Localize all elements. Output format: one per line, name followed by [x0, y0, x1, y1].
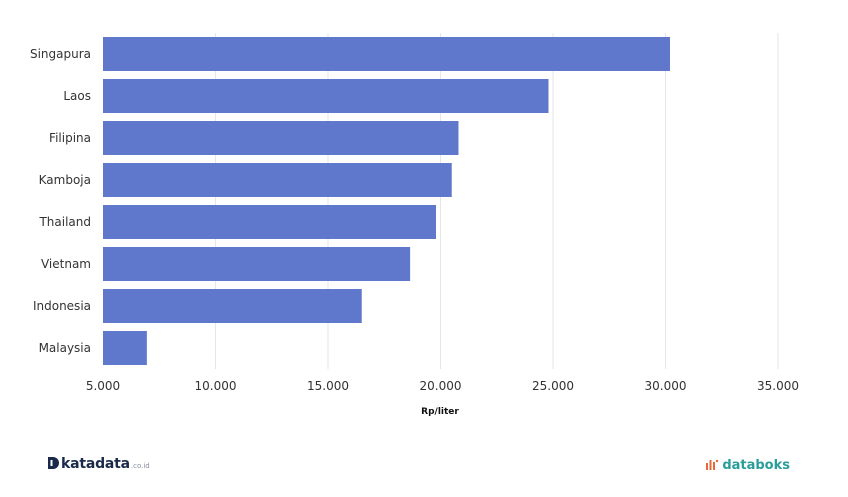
databoks-wordmark: databoks — [722, 457, 790, 473]
x-tick-label: 35.000 — [757, 379, 799, 393]
bar-vietnam — [103, 247, 411, 281]
x-tick-label: 15.000 — [307, 379, 349, 393]
category-label-thailand: Thailand — [38, 215, 91, 229]
bar-chart: Singapura Laos Filipina Kamboja Thailand Viet… — [30, 33, 799, 417]
category-label-indonesia: Indonesia — [33, 299, 91, 313]
katadata-wordmark: katadata — [61, 456, 130, 472]
category-labels: Singapura Laos Filipina Kamboja Thailand Viet… — [30, 47, 91, 355]
category-label-vietnam: Vietnam — [41, 257, 91, 271]
bar-malaysia — [103, 331, 147, 365]
category-label-kamboja: Kamboja — [39, 173, 91, 187]
x-tick-label: 20.000 — [420, 379, 462, 393]
databoks-logo: databoks — [705, 456, 790, 474]
category-label-laos: Laos — [63, 89, 91, 103]
x-tick-label: 25.000 — [532, 379, 574, 393]
bars — [103, 37, 670, 365]
x-tick-labels: 5.000 10.000 15.000 20.000 25.000 30.000 35.00… — [86, 379, 799, 393]
category-label-malaysia: Malaysia — [39, 341, 91, 355]
katadata-domain: .co.id — [130, 462, 150, 470]
x-tick-label: 10.000 — [195, 379, 237, 393]
bar-laos — [103, 79, 549, 113]
bar-singapura — [103, 37, 670, 71]
katadata-d-icon — [48, 457, 59, 469]
bar-filipina — [103, 121, 459, 155]
category-label-singapura: Singapura — [30, 47, 91, 61]
x-tick-label: 5.000 — [86, 379, 120, 393]
bar-kamboja — [103, 163, 452, 197]
category-label-filipina: Filipina — [49, 131, 91, 145]
databoks-bars-icon — [706, 459, 719, 470]
katadata-logo: katadata .co.id — [48, 456, 150, 474]
x-axis-title: Rp/liter — [421, 407, 459, 417]
bar-thailand — [103, 205, 436, 239]
x-tick-label: 30.000 — [645, 379, 687, 393]
bar-indonesia — [103, 289, 362, 323]
